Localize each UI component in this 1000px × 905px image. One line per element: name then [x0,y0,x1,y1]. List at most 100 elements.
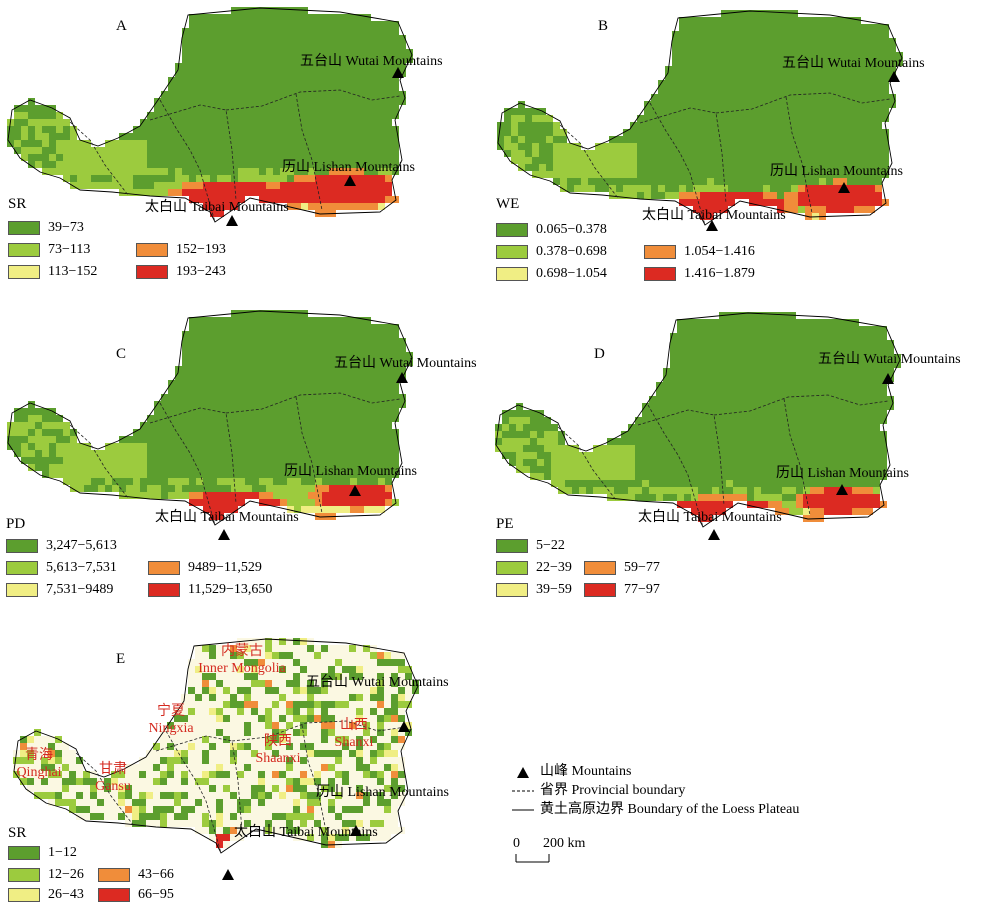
province-zh: 甘肃 [99,762,127,777]
wutai-label: 五台山 Wutai Mountains [818,352,961,367]
panel-b: B 五台山 Wutai Mountains 历山 Lishan Mountain… [490,0,1000,300]
province-zh: 宁夏 [157,704,185,719]
legend-item-label: 152−193 [176,242,226,257]
map-a [7,7,413,226]
lishan-mountain-icon [838,182,850,193]
lishan-mountain-icon [836,484,848,495]
legend-item-label: 11,529−13,650 [188,582,273,597]
lishan-label: 历山 Lishan Mountains [284,464,417,479]
solid-line-icon [512,809,534,811]
province-en: Gansu [95,779,131,794]
taibai-mountain-icon [226,215,238,226]
taibai-mountain-icon [222,869,234,880]
dashed-line-icon [512,790,534,792]
key-provincial-boundary-label: 省界 Provincial boundary [540,783,686,798]
legend-item-label: 73−113 [48,242,91,257]
lishan-label: 历山 Lishan Mountains [770,164,903,179]
scale-zero: 0 [513,836,520,851]
legend-item-label: 77−97 [624,582,660,597]
legend-item-label: 1.054−1.416 [684,244,755,259]
panel-label: C [116,346,127,362]
legend-title: PE [496,516,514,532]
legend-b: WE 0.065−0.378 0.378−0.698 0.698−1.054 1… [496,196,796,286]
panel-label: D [594,346,605,362]
province-zh: 青海 [25,748,53,763]
province-shaanxi: 陕西 Shaanxi [248,733,308,767]
province-en: Shaanxi [255,751,301,766]
taibai-mountain-icon [708,529,720,540]
legend-item-label: 0.698−1.054 [536,266,607,281]
wutai-label: 五台山 Wutai Mountains [334,356,477,371]
province-en: Ningxia [148,721,194,736]
province-zh: 内蒙古 [221,644,263,659]
lishan-label: 历山 Lishan Mountains [282,160,415,175]
map-d [495,312,901,540]
legend-item-label: 3,247−5,613 [46,538,117,553]
legend-item-label: 26−43 [48,887,84,902]
province-zh: 陕西 [264,734,292,749]
legend-title: SR [8,825,27,841]
panel-d: D 五台山 Wutai Mountains 历山 Lishan Mountain… [490,300,1000,605]
map-b [497,10,903,231]
taibai-mountain-icon [218,529,230,540]
lishan-label: 历山 Lishan Mountains [316,785,449,800]
scale-distance: 200 km [543,836,586,851]
taibai-label: 太白山 Taibai Mountains [145,200,289,215]
taibai-label: 太白山 Taibai Mountains [642,208,786,223]
wutai-mountain-icon [398,721,410,732]
legend-e: SR 1−12 12−26 26−43 43−66 66−95 [8,825,268,905]
wutai-mountain-icon [882,373,894,384]
panel-label: E [116,651,126,667]
panel-c: C 五台山 Wutai Mountains 历山 Lishan Mountain… [0,300,500,605]
legend-item-label: 22−39 [536,560,572,575]
wutai-label: 五台山 Wutai Mountains [782,56,925,71]
scale-bar: 0 200 km [513,836,623,866]
wutai-mountain-icon [396,372,408,383]
legend-item-label: 43−66 [138,867,174,882]
province-ningxia: 宁夏 Ningxia [140,703,202,737]
legend-item-label: 193−243 [176,264,226,279]
province-shanxi: 山西 Shanxi [324,717,384,751]
legend-a: SR 39−73 73−113 113−152 152−193 193−243 [8,196,268,286]
legend-item-label: 0.378−0.698 [536,244,607,259]
legend-item-label: 0.065−0.378 [536,222,607,237]
legend-title: PD [6,516,26,532]
lishan-mountain-icon [344,175,356,186]
province-en: Inner Mongolia [198,661,286,676]
map-key: 山峰 Mountains 省界 Provincial boundary 黄土高原… [512,764,932,824]
taibai-mountain-icon [706,220,718,231]
lishan-mountain-icon [350,825,362,836]
lishan-mountain-icon [349,485,361,496]
taibai-label: 太白山 Taibai Mountains [234,825,378,840]
legend-item-label: 113−152 [48,264,98,279]
province-qinghai: 青海 Qinghai [10,747,68,781]
legend-title: WE [496,196,520,212]
province-en: Shanxi [334,735,374,750]
legend-item-label: 5−22 [536,538,565,553]
legend-item-label: 1−12 [48,845,77,860]
taibai-label: 太白山 Taibai Mountains [638,510,782,525]
legend-d: PE 5−22 22−39 39−59 59−77 77−97 [496,516,756,606]
wutai-label: 五台山 Wutai Mountains [300,54,443,69]
wutai-label: 五台山 Wutai Mountains [306,675,449,690]
province-zh: 山西 [340,718,368,733]
legend-item-label: 66−95 [138,887,174,902]
legend-item-label: 39−59 [536,582,572,597]
panel-label: B [598,18,609,34]
legend-item-label: 7,531−9489 [46,582,114,597]
legend-title: SR [8,196,27,212]
legend-item-label: 12−26 [48,867,84,882]
province-inner-mongolia: 内蒙古 Inner Mongolia [186,643,298,677]
province-en: Qinghai [16,765,62,780]
legend-item-label: 9489−11,529 [188,560,262,575]
wutai-mountain-icon [392,67,404,78]
map-e [13,638,419,880]
legend-item-label: 5,613−7,531 [46,560,117,575]
lishan-label: 历山 Lishan Mountains [776,466,909,481]
key-plateau-boundary-label: 黄土高原边界 Boundary of the Loess Plateau [540,802,800,817]
scale-ruler [515,854,550,863]
province-gansu: 甘肃 Gansu [84,761,142,795]
legend-c: PD 3,247−5,613 5,613−7,531 7,531−9489 94… [6,516,336,606]
mountain-triangle-icon [517,767,529,778]
taibai-label: 太白山 Taibai Mountains [155,510,299,525]
